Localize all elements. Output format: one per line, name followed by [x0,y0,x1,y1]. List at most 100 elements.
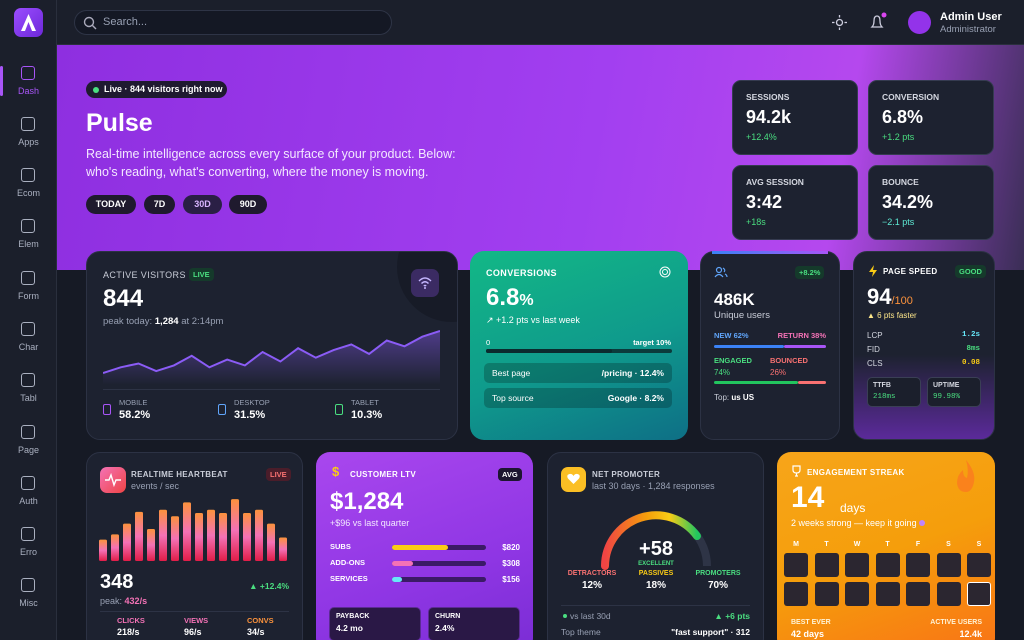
nps-grade: EXCELLENT [638,561,674,567]
nav-icon[interactable] [21,271,35,285]
return-share: RETURN 38% [777,331,826,340]
metric-value: 8ms [966,345,980,353]
best-value: 42 days [791,629,825,639]
nav-icon[interactable] [21,578,35,592]
bar [219,513,227,561]
nav-icon[interactable] [21,476,35,490]
live-text: Live · 844 visitors right now [104,84,223,94]
stat-label: AVG SESSION [746,177,804,187]
row-track [392,561,486,566]
row-fill [392,545,449,550]
card-title: ACTIVE VISITORS [103,270,186,280]
device-icon [335,404,343,415]
hero-description: Real-time intelligence across every surf… [86,147,456,179]
divider [103,389,440,390]
graphic [659,266,671,278]
card-title: PAGE SPEED [883,267,938,276]
weekday: T [885,541,890,548]
streak-day [967,582,991,606]
rate-value: 6.8 [486,284,520,311]
nav-label[interactable]: Page [17,445,40,455]
nav-icon[interactable] [21,527,35,541]
range-button[interactable]: 30D [183,195,222,214]
group-value: 18% [645,580,666,591]
new-share: NEW 62% [714,331,749,340]
row-value: $156 [502,575,520,584]
nav-active-indicator [0,66,3,96]
nav-label[interactable]: Dash [17,86,39,96]
stat-card [868,165,994,240]
tile-value: 218ms [873,393,896,401]
stat-card [732,165,858,240]
avg-badge: AVG [498,468,522,481]
group-value: 12% [581,580,602,591]
streak-day [814,582,839,606]
bar [207,509,215,561]
device-name: MOBILE [119,398,148,407]
search-icon [83,16,97,30]
peak-line: peak today: 1,284 at 2:14pm [103,316,224,328]
range-button[interactable]: 90D [229,195,267,214]
user-name: Admin User [940,11,1002,23]
graphic [418,277,432,287]
row-fill [392,561,413,566]
avatar[interactable] [908,11,931,34]
growth-badge: +8.2% [795,266,825,279]
visitor-count: 844 [103,285,144,312]
streak-value: 14 [791,481,825,514]
nav-label[interactable]: Erro [19,547,37,557]
detail-row [484,388,672,408]
nav-icon[interactable] [21,66,35,80]
nav-icon[interactable] [21,219,35,233]
nav-label[interactable]: Misc [19,598,38,608]
stat-label: BOUNCE [882,177,919,187]
nav-label[interactable]: Char [18,342,39,352]
peak-value: 1,284 [154,316,179,327]
graphic [722,267,728,278]
nav-icon[interactable] [21,117,35,131]
row-fill [392,577,403,582]
bar [171,516,179,561]
nav-label[interactable]: Ecom [16,188,40,198]
range-button[interactable]: TODAY [86,195,136,214]
metric-name: CLS [867,359,883,368]
stat-card [732,80,858,155]
graphic [835,18,844,27]
stat-card [868,80,994,155]
theme-toggle[interactable] [832,15,847,30]
active-value: 12.4k [959,629,982,639]
compare-label: vs last 30d [570,611,611,621]
nav-icon[interactable] [21,425,35,439]
notifications[interactable] [869,12,889,32]
row-value: /pricing · 12.4% [601,368,664,378]
graphic [83,16,95,28]
heartbeat-delta: ▲ +12.4% [249,581,289,591]
pulse-glyph [105,473,121,487]
nav-label[interactable]: Auth [19,496,38,506]
peak-time: at 2:14pm [181,316,224,327]
nav-label[interactable]: Elem [18,239,39,249]
return-bar [784,345,826,348]
wifi-icon [411,269,439,297]
nav-label[interactable]: Tabl [20,393,37,403]
compare-dot [563,614,567,618]
peak-label: peak today: [103,316,153,327]
stat-value: 6.8% [882,107,924,127]
range-button[interactable]: 7D [144,195,175,214]
live-dot [93,87,99,93]
streak-day [845,582,869,606]
score-max: /100 [891,295,913,307]
search-box[interactable] [74,10,392,35]
card-subtitle: last 30 days · 1,284 responses [592,481,715,491]
nav-icon[interactable] [21,322,35,336]
nav-label[interactable]: Form [18,291,39,301]
graphic [832,15,847,30]
nps-gauge [601,511,711,570]
nav-icon[interactable] [21,168,35,182]
device-name: TABLET [351,398,379,407]
nav-label[interactable]: Apps [18,137,39,147]
live-badge: LIVE [189,268,214,281]
sidebar [0,0,57,640]
nav-icon[interactable] [21,373,35,387]
